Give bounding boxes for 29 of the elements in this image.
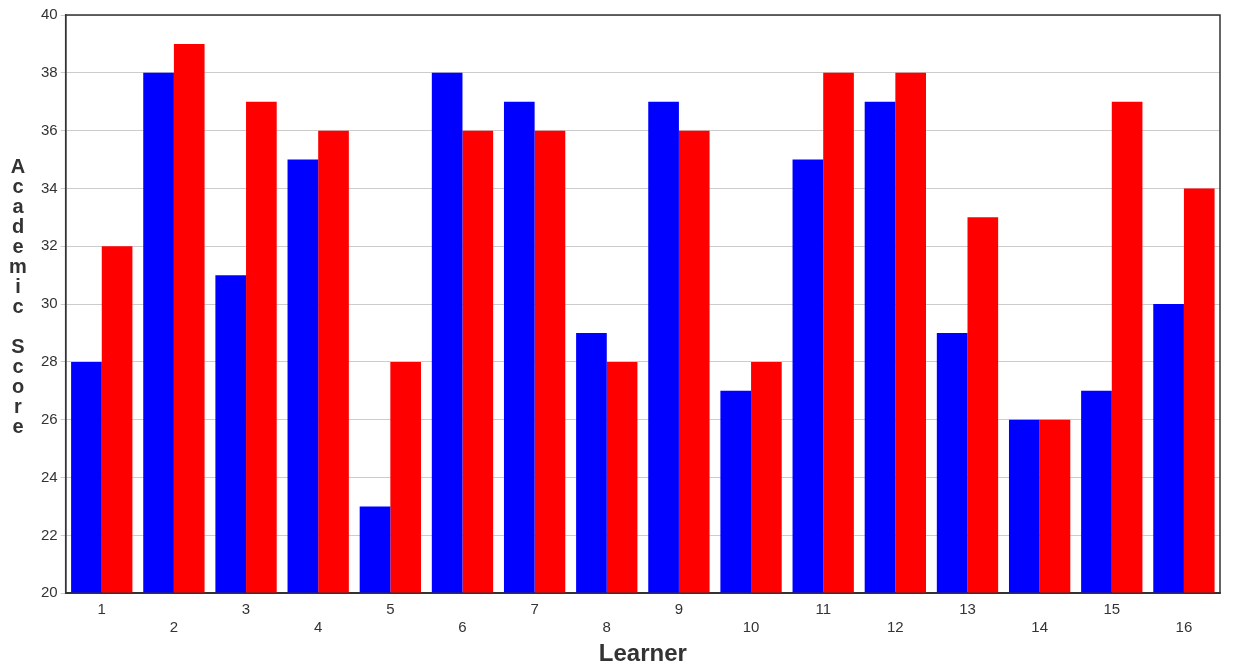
x-tick-label: 15 [1103, 600, 1121, 618]
x-tick-label: 10 [742, 618, 760, 636]
x-tick-label: 6 [458, 618, 467, 636]
y-tick-label: 22 [41, 525, 58, 543]
y-tick-label: 24 [41, 467, 58, 485]
x-tick-label: 2 [169, 618, 179, 636]
x-tick-label: 9 [674, 600, 684, 618]
x-tick-label: 16 [1175, 618, 1193, 636]
y-tick-label: 40 [41, 5, 58, 23]
x-tick-label: 11 [815, 600, 831, 618]
y-tick-label: 28 [41, 352, 58, 370]
y-tick-label: 32 [41, 236, 58, 254]
y-tick-label: 20 [41, 583, 58, 601]
x-tick-label: 14 [1031, 618, 1048, 636]
x-tick-label: 8 [602, 618, 611, 636]
y-tick-label: 34 [41, 178, 58, 196]
y-tick-label: 30 [41, 294, 58, 312]
y-tick-label: 26 [41, 409, 58, 427]
x-tick-label: 7 [530, 600, 539, 618]
x-tick-label: 13 [959, 600, 976, 618]
x-tick-label: 4 [314, 618, 323, 636]
x-tick-label: 12 [887, 618, 904, 636]
y-tick-label: 38 [41, 62, 58, 80]
y-tick-label: 36 [41, 120, 58, 138]
x-tick-label: 1 [97, 600, 106, 618]
y-axis-title: Academic Score [6, 155, 29, 435]
x-tick-label: 3 [241, 600, 251, 618]
x-axis-title: Learner [598, 639, 687, 667]
x-tick-label: 5 [386, 600, 395, 618]
